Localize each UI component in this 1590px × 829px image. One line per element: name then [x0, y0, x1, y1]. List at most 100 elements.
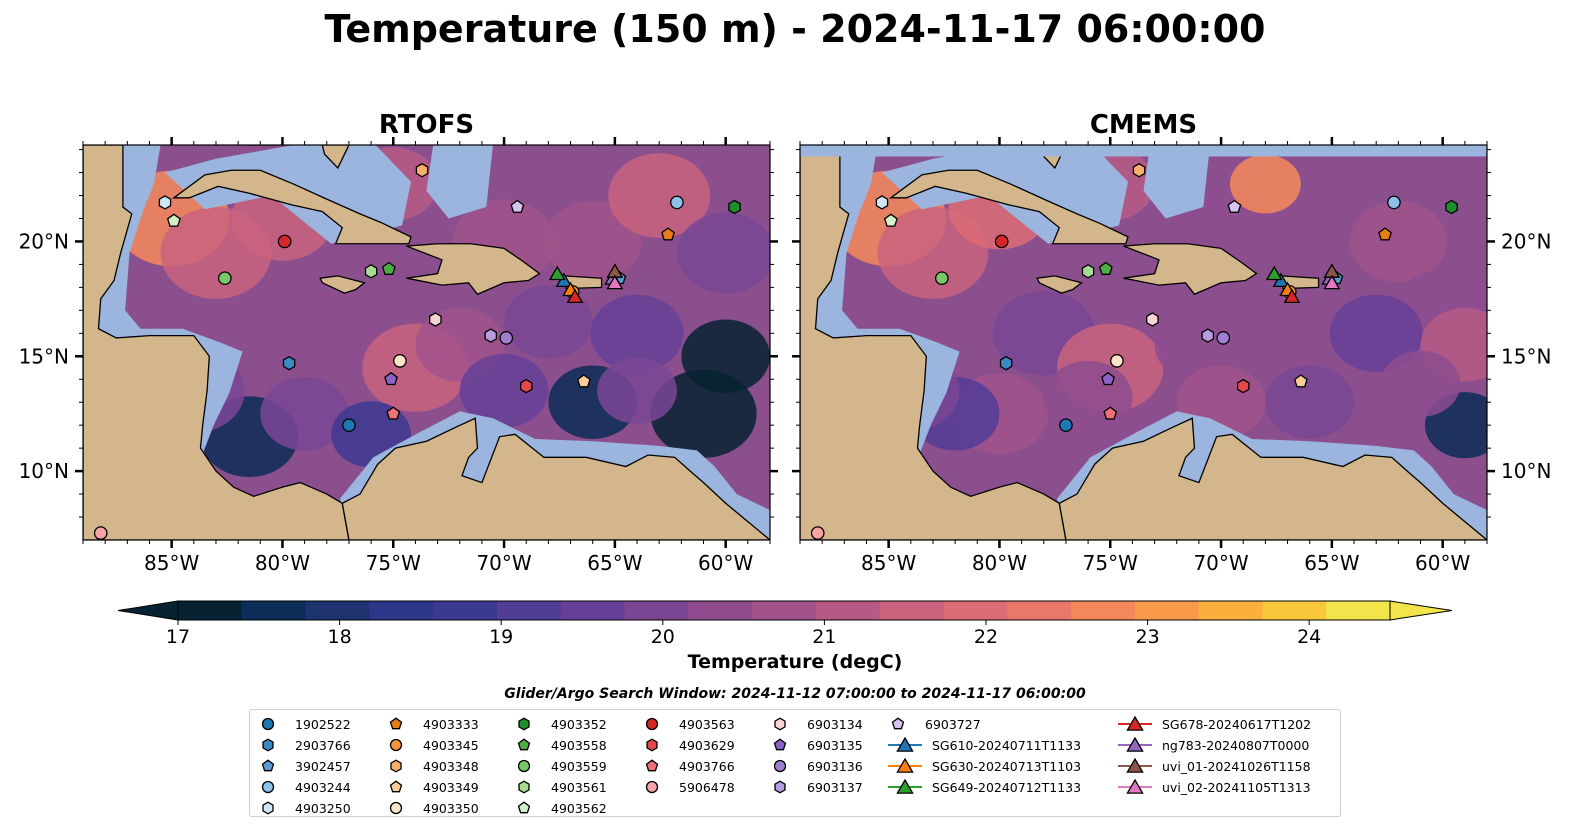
- marker-4903348: [1132, 163, 1146, 178]
- legend-symbol: [1118, 736, 1152, 752]
- marker-4903629: [519, 378, 533, 394]
- marker-4903348: [390, 759, 402, 773]
- marker-4903562: [166, 213, 181, 227]
- marker-4903563: [994, 234, 1009, 249]
- legend-label: 4903349: [423, 780, 479, 795]
- colorbar-segment: [752, 601, 817, 620]
- marker-4903561: [518, 780, 530, 794]
- marker-6903137: [774, 780, 786, 794]
- temperature-cell: [1265, 365, 1355, 439]
- legend-symbol: [774, 780, 786, 794]
- lon-tick-label: 65°W: [1304, 551, 1359, 575]
- marker-ng783-20240807T0000: [1126, 736, 1144, 752]
- land-area: [800, 145, 1067, 540]
- marker-4903558: [1098, 261, 1113, 275]
- legend-label: 5906478: [679, 780, 735, 795]
- marker-4903352: [1445, 199, 1458, 215]
- marker-6903136: [773, 759, 787, 773]
- legend-symbol: [888, 757, 922, 773]
- legend-symbol: [645, 717, 659, 731]
- temperature-cell: [597, 357, 677, 424]
- temperature-cell: [543, 201, 642, 282]
- lat-tick-label: 10°N: [19, 459, 69, 483]
- colorbar-segment: [1134, 601, 1200, 620]
- marker-6903727: [510, 199, 525, 213]
- marker-6903134: [774, 717, 786, 731]
- colorbar-segment: [369, 601, 434, 620]
- no-data-band: [800, 145, 1487, 157]
- lon-tick-label: 75°W: [1083, 551, 1138, 575]
- colorbar: 17 18 19 20 21 22 23 24: [117, 600, 1453, 648]
- land-area: [341, 417, 770, 540]
- temperature-cell: [504, 285, 593, 359]
- lon-tick-label: 75°W: [366, 551, 421, 575]
- marker-5906478: [645, 780, 659, 794]
- marker-4903350: [389, 801, 403, 815]
- land-area: [244, 145, 277, 146]
- marker-6903135: [1101, 371, 1115, 386]
- marker-4903558: [517, 738, 531, 751]
- legend-symbol: [773, 759, 787, 773]
- marker-uvi_02-20241105T1313: [1323, 274, 1341, 290]
- lat-tick-label: 15°N: [19, 344, 69, 368]
- legend-label: 4903558: [551, 738, 607, 753]
- temperature-cell: [1154, 308, 1244, 382]
- marker-6903137: [1201, 328, 1215, 343]
- lon-tick-label: 80°W: [972, 551, 1027, 575]
- marker-uvi_02-20241105T1313: [606, 274, 624, 290]
- legend-label: SG678-20240617T1202: [1162, 717, 1312, 732]
- legend-label: 6903135: [807, 738, 863, 753]
- marker-SG610-20240711T1133: [896, 736, 914, 752]
- legend-label: 1902522: [295, 717, 351, 732]
- panel-title: CMEMS: [1090, 110, 1197, 140]
- legend-symbol: [888, 736, 922, 752]
- legend-label: 4903559: [551, 759, 607, 774]
- legend-label: uvi_01-20241026T1158: [1162, 759, 1311, 774]
- colorbar-extend-low: [117, 600, 179, 621]
- land-area: [1058, 417, 1487, 540]
- marker-6903134: [1146, 312, 1159, 327]
- marker-1902522: [342, 418, 356, 433]
- marker-6903727: [1227, 199, 1242, 213]
- legend-label: 6903136: [807, 759, 863, 774]
- temperature-cell: [1229, 154, 1301, 214]
- colorbar-segment: [1071, 601, 1136, 620]
- marker-SG630-20240713T1103: [896, 757, 914, 773]
- legend-label: 4903563: [679, 717, 735, 732]
- legend-label: 4903350: [423, 801, 479, 816]
- legend-symbol: [1118, 757, 1152, 773]
- legend-symbol: [518, 780, 530, 794]
- colorbar-segment: [1007, 601, 1072, 620]
- marker-2903766: [282, 355, 296, 371]
- land-area: [321, 145, 350, 170]
- search-window-text: Glider/Argo Search Window: 2024-11-12 07…: [504, 686, 1086, 702]
- marker-6903135: [773, 738, 787, 751]
- colorbar-segment: [624, 601, 689, 620]
- marker-2903766: [262, 738, 274, 752]
- marker-SG678-20240617T1202: [566, 288, 584, 304]
- lon-tick-label: 60°W: [698, 551, 753, 575]
- panel-title: RTOFS: [379, 110, 474, 140]
- marker-6903136: [1216, 331, 1231, 345]
- legend-label: ng783-20240807T0000: [1162, 738, 1310, 753]
- marker-4903766: [645, 759, 659, 772]
- figure-title: Temperature (150 m) - 2024-11-17 06:00:0…: [324, 7, 1265, 51]
- lat-tick-label: 10°N: [1501, 459, 1551, 483]
- lat-tick-label: 20°N: [1501, 229, 1551, 253]
- legend-symbol: [891, 717, 905, 730]
- marker-6903137: [484, 328, 498, 343]
- legend-symbol: [645, 780, 659, 794]
- marker-SG649-20240712T1133: [896, 778, 914, 794]
- legend-label: SG630-20240713T1103: [932, 759, 1082, 774]
- marker-5906478: [810, 526, 825, 540]
- legend-label: uvi_02-20241105T1313: [1162, 780, 1311, 795]
- marker-4903250: [262, 801, 274, 815]
- legend-label: 6903134: [807, 717, 863, 732]
- land-area: [406, 243, 541, 296]
- lon-tick-label: 70°W: [1193, 551, 1248, 575]
- temperature-cell: [650, 369, 757, 458]
- marker-4903766: [1103, 406, 1118, 420]
- marker-6903134: [429, 312, 442, 327]
- legend-symbol: [389, 717, 403, 730]
